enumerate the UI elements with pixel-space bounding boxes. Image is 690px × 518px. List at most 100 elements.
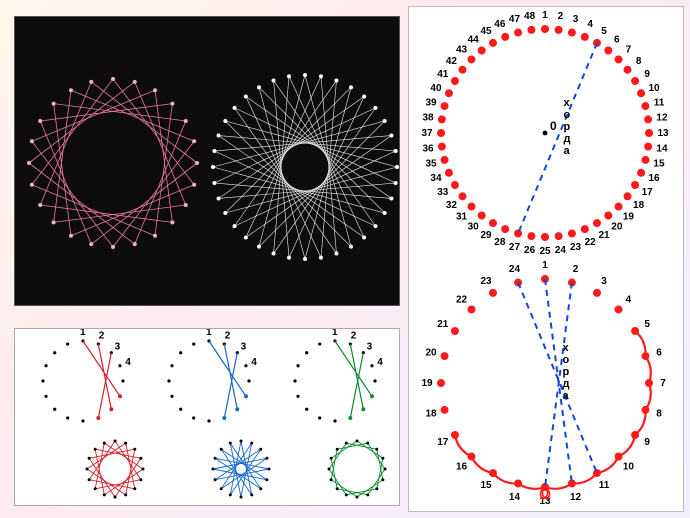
svg-text:43: 43 (456, 45, 468, 56)
svg-text:40: 40 (430, 83, 442, 94)
svg-text:1: 1 (542, 10, 548, 21)
svg-text:36: 36 (422, 143, 434, 154)
svg-text:10: 10 (623, 461, 635, 472)
svg-text:11: 11 (654, 97, 665, 108)
svg-text:15: 15 (653, 159, 665, 170)
svg-text:33: 33 (437, 187, 449, 198)
svg-text:13: 13 (657, 128, 669, 139)
svg-text:2: 2 (558, 11, 564, 22)
svg-text:45: 45 (480, 26, 492, 37)
svg-text:7: 7 (626, 45, 632, 56)
svg-text:о: о (564, 109, 571, 121)
svg-text:15: 15 (480, 480, 492, 491)
svg-text:12: 12 (570, 492, 582, 503)
svg-text:1: 1 (542, 260, 548, 271)
svg-text:8: 8 (636, 56, 642, 67)
chord-diagrams-svg: 1234567891011121314151617181920212223242… (409, 7, 685, 513)
svg-text:9: 9 (644, 69, 650, 80)
svg-text:35: 35 (425, 159, 437, 170)
svg-text:1: 1 (332, 329, 338, 338)
svg-text:22: 22 (585, 237, 597, 248)
svg-text:5: 5 (644, 319, 650, 330)
svg-text:30: 30 (468, 222, 480, 233)
svg-text:29: 29 (480, 230, 492, 241)
svg-text:41: 41 (437, 69, 449, 80)
svg-text:6: 6 (656, 347, 662, 358)
svg-text:8: 8 (656, 409, 662, 420)
svg-text:37: 37 (421, 128, 433, 139)
svg-text:27: 27 (509, 242, 521, 253)
svg-text:3: 3 (573, 14, 579, 25)
svg-text:3: 3 (115, 341, 121, 352)
string-art-svg (15, 17, 401, 307)
svg-text:о: о (562, 354, 569, 366)
svg-text:4: 4 (587, 19, 593, 30)
svg-text:28: 28 (494, 237, 506, 248)
svg-text:2: 2 (225, 331, 231, 342)
svg-text:2: 2 (99, 331, 105, 342)
svg-text:21: 21 (437, 319, 449, 330)
chord-diagrams-panel: 1234567891011121314151617181920212223242… (408, 6, 684, 512)
svg-text:7: 7 (660, 378, 666, 389)
svg-text:р: р (564, 121, 571, 133)
svg-text:24: 24 (509, 264, 521, 275)
svg-text:38: 38 (422, 113, 434, 124)
svg-text:22: 22 (456, 295, 468, 306)
instruction-panel: 123412341234 (14, 328, 400, 506)
svg-text:20: 20 (425, 347, 437, 358)
svg-text:44: 44 (468, 34, 480, 45)
svg-text:х: х (562, 342, 569, 354)
svg-text:23: 23 (570, 242, 582, 253)
svg-text:18: 18 (633, 200, 645, 211)
svg-text:23: 23 (480, 276, 492, 287)
svg-text:46: 46 (494, 19, 506, 30)
svg-text:14: 14 (509, 492, 521, 503)
svg-text:16: 16 (648, 173, 660, 184)
svg-text:39: 39 (425, 97, 437, 108)
svg-text:42: 42 (446, 56, 458, 67)
svg-text:47: 47 (509, 14, 521, 25)
svg-text:25: 25 (539, 246, 551, 257)
svg-text:20: 20 (611, 222, 623, 233)
svg-text:2: 2 (573, 264, 579, 275)
svg-text:д: д (562, 378, 569, 390)
svg-text:4: 4 (125, 357, 131, 368)
svg-text:0: 0 (550, 119, 557, 133)
svg-text:4: 4 (251, 357, 257, 368)
svg-text:4: 4 (626, 295, 632, 306)
svg-text:4: 4 (377, 357, 383, 368)
svg-text:р: р (562, 366, 569, 378)
svg-text:21: 21 (598, 230, 610, 241)
svg-text:34: 34 (430, 173, 442, 184)
svg-text:32: 32 (446, 200, 458, 211)
svg-text:9: 9 (644, 437, 650, 448)
string-art-photo-panel (14, 16, 400, 306)
svg-text:19: 19 (421, 378, 433, 389)
svg-text:а: а (562, 390, 569, 402)
svg-text:24: 24 (555, 245, 567, 256)
svg-text:19: 19 (623, 211, 635, 222)
svg-text:17: 17 (437, 437, 449, 448)
svg-text:11: 11 (599, 480, 610, 491)
svg-text:14: 14 (656, 143, 668, 154)
svg-text:31: 31 (456, 211, 468, 222)
svg-text:3: 3 (241, 341, 247, 352)
svg-text:х: х (564, 97, 571, 109)
svg-text:3: 3 (601, 276, 607, 287)
svg-text:18: 18 (425, 409, 437, 420)
svg-text:12: 12 (656, 113, 668, 124)
svg-text:5: 5 (601, 26, 607, 37)
svg-text:д: д (564, 133, 571, 145)
svg-text:48: 48 (524, 11, 536, 22)
svg-text:16: 16 (456, 461, 468, 472)
svg-text:17: 17 (642, 187, 654, 198)
svg-text:2: 2 (351, 331, 357, 342)
svg-text:а: а (564, 145, 571, 157)
svg-text:6: 6 (614, 34, 620, 45)
svg-text:1: 1 (80, 329, 86, 338)
svg-text:10: 10 (648, 83, 660, 94)
instruction-svg: 123412341234 (15, 329, 401, 507)
svg-text:26: 26 (524, 245, 536, 256)
svg-text:3: 3 (367, 341, 373, 352)
svg-text:1: 1 (206, 329, 212, 338)
